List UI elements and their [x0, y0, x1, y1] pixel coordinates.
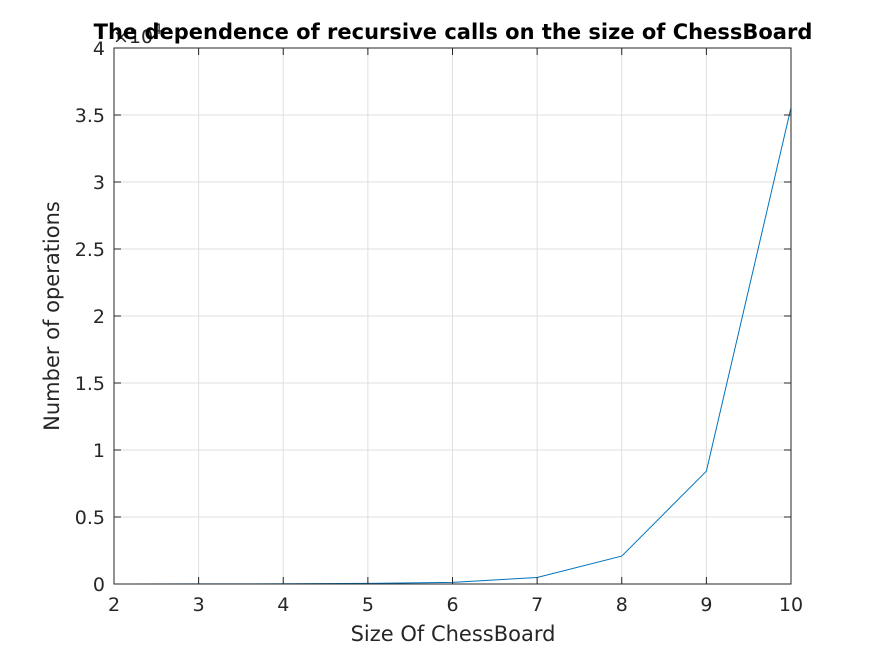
x-tick-label-5: 7: [531, 594, 543, 616]
x-axis-label: Size Of ChessBoard: [351, 622, 556, 646]
y-tick-label-8: 4: [93, 38, 105, 60]
x-tick-label-3: 5: [362, 594, 374, 616]
y-axis-label: Number of operations: [40, 201, 64, 431]
chart-title: The dependence of recursive calls on the…: [94, 20, 813, 44]
y-tick-label-7: 3.5: [75, 105, 105, 127]
x-tick-label-4: 6: [446, 594, 458, 616]
y-tick-label-2: 1: [93, 440, 105, 462]
tick-labels: 2 3 4 5 6 7 8 9 10 0 0.5 1 1.5 2 2.5 3 3.5 4: [75, 38, 803, 616]
axes: [113, 47, 792, 585]
x-tick-label-8: 10: [779, 594, 803, 616]
y-exponent-base: ×10: [113, 26, 153, 48]
y-tick-label-4: 2: [93, 306, 105, 328]
x-tick-label-2: 4: [277, 594, 289, 616]
y-exponent-power: 4: [153, 22, 162, 38]
x-tick-label-6: 8: [616, 594, 628, 616]
y-exponent-label: ×104: [113, 22, 162, 48]
x-tick-label-1: 3: [193, 594, 205, 616]
y-tick-label-6: 3: [93, 172, 105, 194]
y-tick-label-3: 1.5: [75, 373, 105, 395]
y-tick-label-1: 0.5: [75, 507, 105, 529]
grid-lines: [113, 47, 792, 585]
y-tick-label-0: 0: [93, 574, 105, 596]
y-tick-label-5: 2.5: [75, 239, 105, 261]
x-tick-label-7: 9: [700, 594, 712, 616]
x-tick-label-0: 2: [108, 594, 120, 616]
